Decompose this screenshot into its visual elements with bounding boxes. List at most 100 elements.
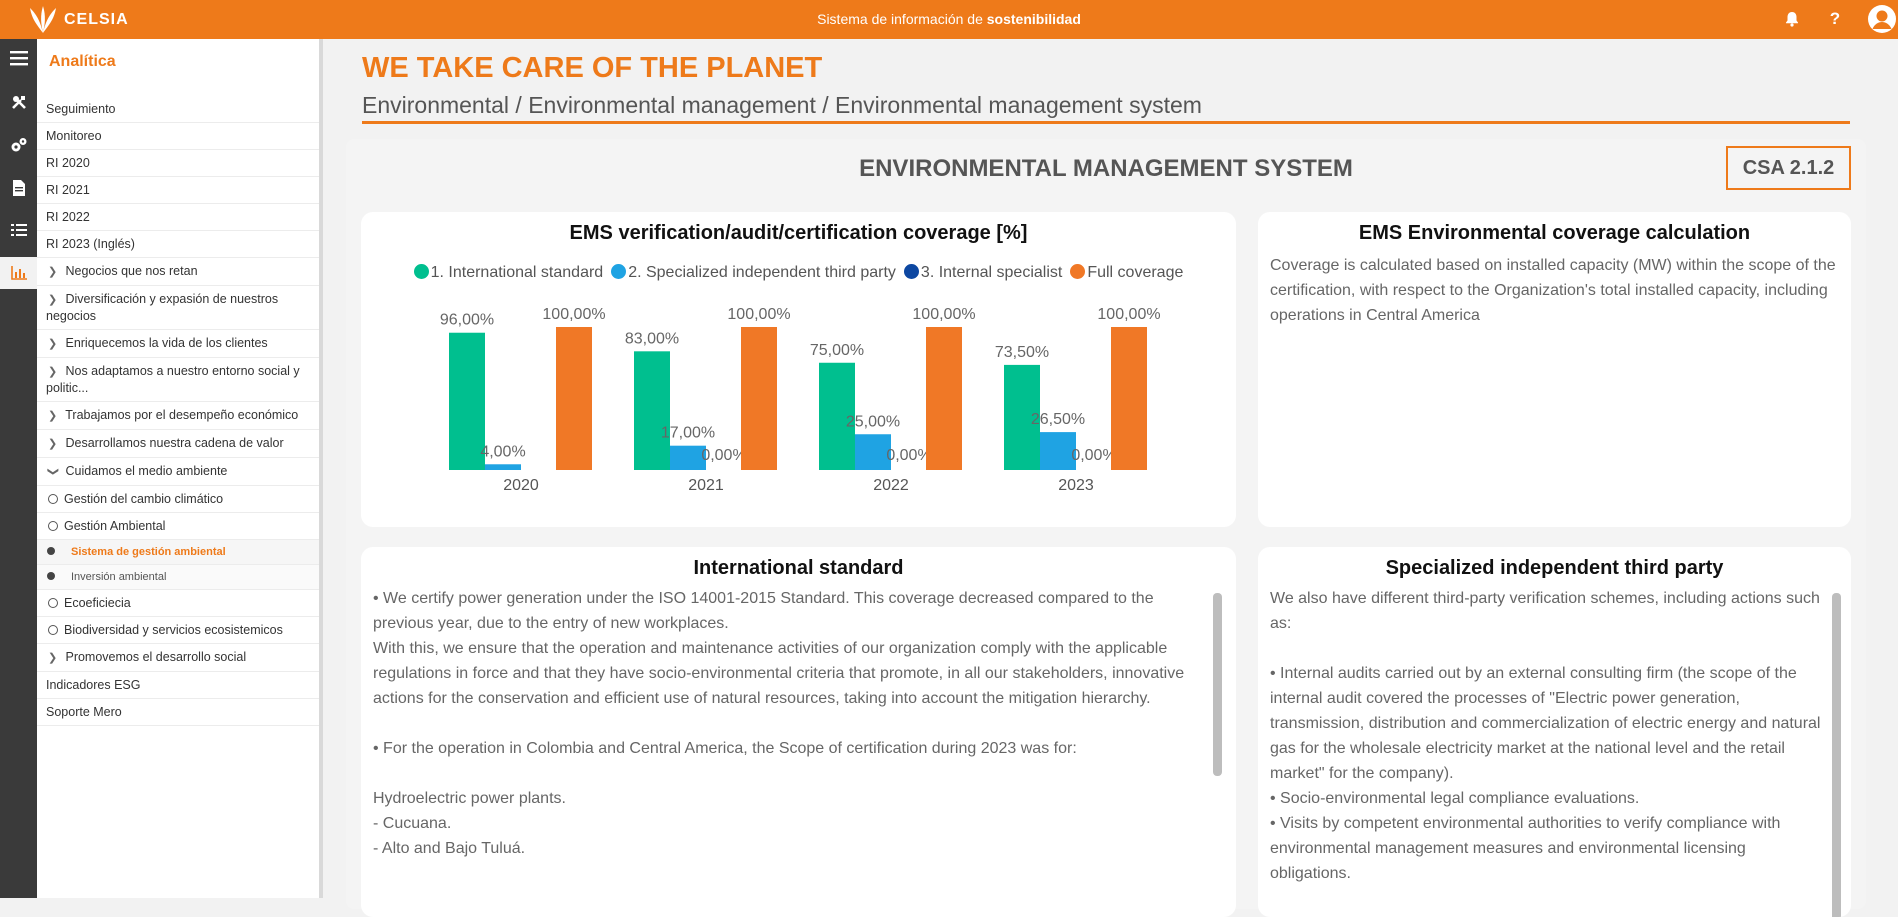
sidebar: Analítica Seguimiento Monitoreo RI 2020 … [37,39,323,898]
scrollbar-thumb[interactable] [1213,593,1222,776]
sidebar-item-label: Biodiversidad y servicios ecosistemicos [64,623,283,637]
chevron-right-icon: ❯ [48,410,58,422]
sidebar-item-ri-2020[interactable]: RI 2020 [37,150,319,177]
icon-rail [0,39,37,898]
sidebar-item-diversificacion[interactable]: ❯ Diversificación y expasión de nuestros… [37,286,319,330]
sidebar-item-ri-2021[interactable]: RI 2021 [37,177,319,204]
sidebar-item-seguimiento[interactable]: Seguimiento [37,96,319,123]
bar-2021-series-2[interactable] [670,445,706,470]
scrollbar-thumb[interactable] [1832,593,1841,917]
celsia-logo[interactable]: CELSIA [28,6,129,34]
bell-icon[interactable] [1779,6,1805,32]
bar-2020-series-4[interactable] [556,327,592,470]
legend-swatch [413,264,429,279]
calc-card: EMS Environmental coverage calculation C… [1258,212,1851,527]
sidebar-item-label: Cuidamos el medio ambiente [65,464,228,478]
celsia-leaf-icon [30,6,56,33]
bar-2023-series-4[interactable] [1111,327,1147,470]
data-label: 100,00% [1097,306,1160,323]
sidebar-item-label: Inversión ambiental [71,571,167,583]
intl-card-title: International standard [693,557,904,579]
bar-2023-series-1[interactable] [1004,364,1040,470]
app-title-bold: sostenibilidad [986,11,1081,27]
bar-2021-series-1[interactable] [634,351,670,470]
sidebar-item-clientes[interactable]: ❯ Enriquecemos la vida de los clientes [37,330,319,358]
sidebar-item-label: Promovemos el desarrollo social [65,650,247,664]
list-icon[interactable] [0,215,37,245]
sidebar-item-cambio-climatico[interactable]: Gestión del cambio climático [37,486,319,513]
sidebar-item-sistema-gestion[interactable]: Sistema de gestión ambiental [37,540,319,565]
chevron-right-icon: ❯ [48,266,58,278]
sidebar-item-gestion-ambiental[interactable]: Gestión Ambiental [37,513,319,540]
sidebar-item-label: Enriquecemos la vida de los clientes [65,336,268,350]
bar-2020-series-2[interactable] [485,464,521,470]
x-tick-label: 2021 [688,477,724,494]
sidebar-item-inversion[interactable]: Inversión ambiental [37,565,319,590]
intl-standard-card: International standard • We certify powe… [361,547,1236,917]
sidebar-item-label: Trabajamos por el desempeño económico [65,408,299,422]
sidebar-item-ri-2022[interactable]: RI 2022 [37,204,319,231]
sidebar-item-ri-2023[interactable]: RI 2023 (Inglés) [37,231,319,258]
menu-icon[interactable] [0,43,37,73]
data-label: 17,00% [661,425,715,442]
help-icon[interactable]: ? [1829,9,1841,28]
bar-2020-series-1[interactable] [449,332,485,470]
bar-2021-series-4[interactable] [741,327,777,470]
x-tick-label: 2022 [873,477,909,494]
data-label: 0,00% [1071,447,1116,464]
sidebar-item-biodiversidad[interactable]: Biodiversidad y servicios ecosistemicos [37,617,319,644]
document-icon[interactable] [0,173,37,203]
app-title-prefix: Sistema de información de [817,11,987,27]
sidebar-item-soporte[interactable]: Soporte Mero [37,699,319,726]
bar-2022-series-1[interactable] [819,362,855,470]
legend-label: 2. Specialized independent third party [628,264,896,281]
calc-card-text: Coverage is calculated based on installe… [1270,257,1841,324]
legend-swatch [611,264,627,279]
tools-icon[interactable] [0,87,37,117]
user-icon[interactable] [1867,4,1897,34]
legend-item[interactable]: Full coverage [1070,264,1183,281]
app-title: Sistema de información de sostenibilidad [0,11,1898,27]
sidebar-item-indicadores[interactable]: Indicadores ESG [37,672,319,699]
main-content: WE TAKE CARE OF THE PLANET Environmental… [327,39,1898,917]
legend-item[interactable]: 2. Specialized independent third party [611,264,896,281]
bar-2022-series-4[interactable] [926,327,962,470]
content-panel: ENVIRONMENTAL MANAGEMENT SYSTEM CSA 2.1.… [346,139,1866,917]
sidebar-item-desempeno[interactable]: ❯ Trabajamos por el desempeño económico [37,402,319,430]
bar-2022-series-2[interactable] [855,434,891,470]
sidebar-item-cadena[interactable]: ❯ Desarrollamos nuestra cadena de valor [37,430,319,458]
sidebar-item-ecoeficiencia[interactable]: Ecoeficiecia [37,590,319,617]
data-label: 100,00% [727,306,790,323]
sidebar-item-negocios[interactable]: ❯ Negocios que nos retan [37,258,319,286]
breadcrumb: Environmental / Environmental management… [362,92,1850,124]
sidebar-item-entorno[interactable]: ❯ Nos adaptamos a nuestro entorno social… [37,358,319,402]
sidebar-title: Analítica [49,53,116,70]
chart-icon[interactable] [0,257,37,289]
page-title: WE TAKE CARE OF THE PLANET [362,52,823,84]
legend-swatch [1070,264,1086,279]
data-label: 83,00% [625,330,679,347]
data-label: 75,00% [810,342,864,359]
chevron-right-icon: ❯ [48,366,58,378]
sidebar-item-label: Nos adaptamos a nuestro entorno social y… [46,364,300,395]
bar-2023-series-2[interactable] [1040,432,1076,470]
sidebar-item-medio-ambiente[interactable]: ❯ Cuidamos el medio ambiente [37,458,319,486]
sidebar-item-label: Gestión del cambio climático [64,492,224,506]
data-label: 100,00% [542,306,605,323]
chart-legend: 1. International standard 2. Specialized … [361,264,1236,282]
sidebar-item-monitoreo[interactable]: Monitoreo [37,123,319,150]
legend-item[interactable]: 3. Internal specialist [903,264,1063,281]
calc-card-title: EMS Environmental coverage calculation [1358,222,1751,244]
chevron-down-icon: ❯ [47,467,59,477]
radio-circle-icon [48,521,58,531]
legend-item[interactable]: 1. International standard [413,264,603,281]
legend-label: 3. Internal specialist [920,264,1063,281]
data-label: 96,00% [440,312,494,329]
radio-circle-icon [48,598,58,608]
logo-text: CELSIA [64,11,129,28]
gears-icon[interactable] [0,130,37,160]
sidebar-item-desarrollo-social[interactable]: ❯ Promovemos el desarrollo social [37,644,319,672]
data-label: 0,00% [701,447,746,464]
intl-card-text: • We certify power generation under the … [373,590,1185,857]
section-title: ENVIRONMENTAL MANAGEMENT SYSTEM [859,155,1353,182]
